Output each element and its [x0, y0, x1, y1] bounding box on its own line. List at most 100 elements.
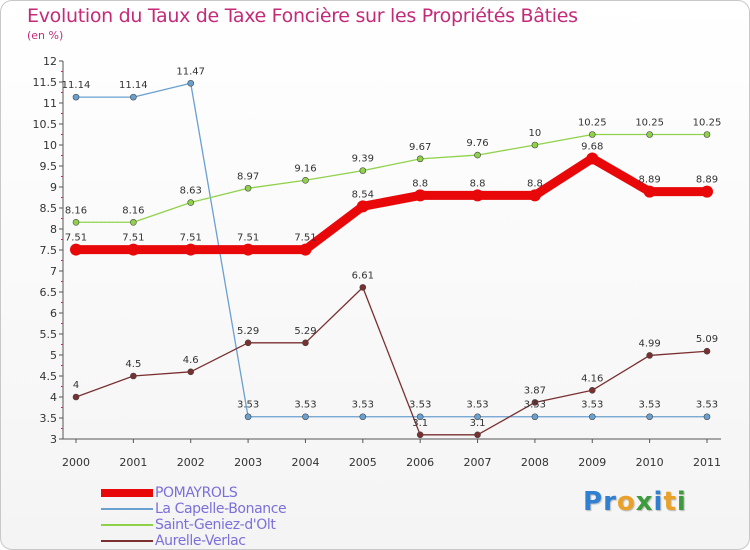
data-label: 6.61: [352, 270, 374, 281]
data-label: 8.16: [65, 205, 87, 216]
data-point: [586, 152, 599, 165]
y-tick-label: 7.5: [40, 244, 58, 257]
series-line-3: [75, 286, 708, 436]
x-tick-label: 2011: [693, 456, 721, 469]
data-label: 9.76: [466, 138, 488, 149]
y-tick-label: 10: [43, 139, 57, 152]
data-label: 8.8: [412, 178, 428, 189]
x-tick-label: 2009: [578, 456, 606, 469]
data-point: [416, 431, 424, 439]
data-label: 3.53: [409, 400, 431, 411]
logo-letter: t: [663, 487, 677, 517]
data-point: [531, 399, 539, 406]
data-point: [72, 93, 80, 101]
data-point: [187, 79, 195, 87]
data-label: 5.29: [294, 326, 316, 337]
data-label: 9.67: [409, 142, 431, 153]
data-label: 9.16: [294, 163, 316, 174]
data-label: 7.51: [65, 233, 87, 244]
data-label: 3.53: [581, 400, 603, 411]
x-tick-label: 2003: [234, 456, 262, 469]
legend-swatch: [101, 540, 153, 542]
x-tick-label: 2001: [119, 456, 147, 469]
data-label: 8.8: [470, 178, 486, 189]
data-label: 4.6: [183, 355, 199, 366]
data-label: 7.51: [294, 233, 316, 244]
data-label: 7.51: [180, 233, 202, 244]
data-point: [242, 243, 255, 256]
data-point: [187, 199, 195, 206]
data-label: 8.16: [122, 205, 144, 216]
data-point: [474, 151, 481, 159]
data-point: [359, 284, 367, 291]
y-tick-label: 8.5: [40, 202, 58, 215]
data-point: [643, 185, 656, 198]
chart-subtitle: (en %): [27, 29, 64, 42]
data-point: [302, 339, 309, 347]
data-label: 10.25: [578, 118, 607, 129]
y-tick-label: 6: [50, 307, 57, 320]
data-point: [416, 155, 424, 163]
data-label: 4.99: [639, 338, 661, 349]
logo-letter: r: [603, 487, 617, 517]
y-tick-label: 6.5: [40, 286, 58, 299]
data-point: [302, 176, 309, 184]
x-tick-label: 2006: [406, 456, 434, 469]
data-label: 11.14: [62, 80, 91, 91]
data-point: [588, 386, 596, 394]
series-line-2: [75, 133, 708, 223]
data-point: [701, 185, 713, 198]
y-tick-label: 5: [50, 349, 57, 362]
y-tick-label: 11: [43, 97, 57, 110]
data-point: [70, 243, 82, 256]
data-point: [646, 413, 653, 421]
data-label: 3.53: [466, 400, 488, 411]
data-label: 3.1: [470, 418, 486, 429]
y-tick-label: 7: [50, 265, 57, 278]
data-point: [359, 413, 367, 421]
data-label: 4.16: [581, 373, 603, 384]
data-point: [414, 189, 427, 202]
data-point: [356, 200, 369, 213]
data-point: [127, 243, 140, 256]
logo-letter: o: [616, 487, 636, 517]
data-label: 3.53: [696, 400, 718, 411]
data-label: 8.89: [639, 175, 661, 186]
legend-label: Saint-Geniez-d'Olt: [155, 517, 276, 533]
y-tick-label: 11.5: [33, 76, 58, 89]
data-point: [646, 131, 653, 138]
chart-title: Evolution du Taux de Taxe Foncière sur l…: [27, 5, 578, 27]
data-label: 10: [529, 128, 542, 139]
data-point: [244, 413, 252, 421]
y-tick-label: 10.5: [33, 118, 58, 131]
data-point: [646, 352, 653, 359]
data-label: 10.25: [693, 118, 722, 129]
data-point: [359, 167, 367, 174]
data-point: [531, 413, 539, 421]
data-point: [184, 243, 197, 256]
legend-label: POMAYROLS: [155, 485, 238, 501]
legend-swatch: [101, 508, 153, 510]
legend-swatch: [101, 524, 153, 526]
y-tick-label: 8: [50, 223, 57, 236]
data-point: [474, 431, 481, 439]
x-tick-label: 2000: [62, 456, 90, 469]
y-tick-label: 4.5: [40, 370, 58, 383]
y-tick-label: 3: [50, 433, 57, 446]
data-label: 4.5: [125, 359, 141, 370]
data-point: [244, 339, 252, 347]
data-point: [416, 413, 424, 421]
data-point: [72, 393, 80, 401]
data-label: 11.47: [176, 66, 205, 77]
data-point: [588, 131, 596, 138]
data-point: [187, 368, 195, 376]
data-label: 3.53: [237, 400, 259, 411]
y-tick-label: 9: [50, 181, 57, 194]
logo-letter: P: [583, 487, 604, 517]
data-label: 7.51: [237, 233, 259, 244]
data-point: [474, 413, 481, 421]
data-point: [703, 131, 711, 138]
data-point: [302, 413, 309, 421]
logo-letter: i: [653, 487, 664, 517]
